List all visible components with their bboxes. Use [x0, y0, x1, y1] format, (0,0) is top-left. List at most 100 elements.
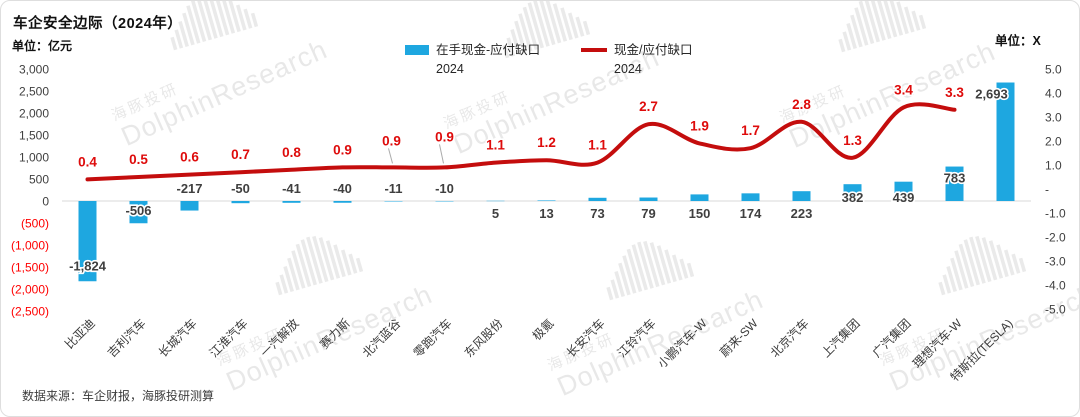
bar-value-label: -10	[435, 181, 454, 196]
bar-value-label: 5	[492, 206, 499, 221]
bar-value-label: 13	[539, 206, 553, 221]
y-axis-tick-right: -4.0	[1045, 279, 1066, 293]
watermark-bar	[888, 1, 904, 36]
legend-item-line-series: 现金/应付缺口 2024	[581, 41, 692, 80]
watermark-bar	[325, 240, 341, 279]
x-axis-label: 北汽蓝谷	[359, 316, 404, 361]
line-value-label: 1.9	[690, 118, 709, 133]
watermark-bar	[896, 1, 909, 35]
y-axis-tick-left: 2,000	[19, 107, 49, 121]
line-value-label: 1.1	[486, 138, 505, 153]
bar-value-label: -50	[231, 181, 250, 196]
line-value-label: 0.8	[282, 145, 301, 160]
bar-value-label: 439	[893, 190, 915, 205]
bar	[231, 201, 250, 204]
data-source-note: 数据来源：车企财报，海豚投研测算	[22, 389, 215, 403]
bar	[894, 181, 913, 201]
y-axis-tick-left: 0	[42, 195, 49, 209]
line-value-label: 1.7	[741, 123, 760, 138]
watermark-bars-icon	[606, 240, 695, 301]
bar-value-label: 783	[944, 171, 966, 186]
line-value-label: 3.3	[945, 85, 964, 100]
watermark-bar	[938, 281, 946, 296]
watermark-bars-icon	[170, 1, 259, 51]
bar-value-label: 223	[791, 206, 813, 221]
watermark-bar	[514, 20, 527, 54]
watermark-bar	[958, 243, 975, 288]
left-axis-unit-label: 单位：亿元	[12, 39, 73, 53]
watermark-bar	[348, 253, 358, 274]
legend-line-label: 现金/应付缺口	[614, 43, 693, 57]
watermark-bar	[643, 240, 660, 288]
watermark-bar	[881, 1, 898, 38]
watermark-bar	[946, 266, 957, 292]
watermark-bar	[312, 235, 329, 283]
watermark-bar	[842, 31, 852, 51]
watermark-bar	[575, 16, 585, 37]
x-axis-label: 长安汽车	[563, 316, 608, 361]
watermark-bar	[963, 239, 981, 286]
bar	[129, 201, 148, 224]
watermark-bars-icon	[838, 1, 927, 53]
watermark-bar	[552, 3, 568, 42]
y-axis-tick-right: -1.0	[1045, 207, 1066, 221]
y-axis-tick-left: (2,000)	[11, 283, 49, 297]
bar-value-label: 174	[740, 206, 762, 221]
x-axis-label: 极氪	[529, 316, 557, 344]
x-axis-label: 江铃汽车	[614, 316, 659, 361]
watermark-bar	[631, 244, 649, 291]
line-value-label: 2.8	[792, 97, 811, 112]
watermark-bar	[291, 250, 306, 289]
y-axis-tick-left: (1,500)	[11, 261, 49, 275]
bar-value-label: 150	[689, 206, 711, 221]
watermark-bar	[637, 241, 654, 289]
bar	[945, 166, 964, 201]
x-axis-label: 广汽集团	[869, 316, 914, 361]
line-value-label: 1.3	[843, 133, 862, 148]
bar-value-label: -506	[125, 203, 151, 218]
y-axis-tick-right: 2.0	[1045, 135, 1062, 149]
x-axis-label: 江淮汽车	[206, 316, 251, 361]
watermark-bar	[1018, 257, 1027, 273]
watermark-bar	[518, 13, 533, 52]
watermark-bar	[969, 236, 986, 284]
watermark-bar	[174, 29, 184, 49]
watermark-bar	[195, 1, 213, 41]
watermark-bar	[622, 255, 637, 294]
x-axis-label: 赛力斯	[317, 316, 353, 352]
watermark-bar	[846, 23, 857, 49]
bar-series-swatch	[405, 45, 429, 55]
watermark-bar	[950, 257, 963, 291]
watermark-bar	[850, 14, 863, 48]
bar-value-label: -11	[384, 181, 402, 196]
watermark-bar	[178, 21, 189, 47]
bar	[996, 82, 1015, 201]
watermark-bar	[287, 257, 300, 291]
watermark-bar	[679, 258, 689, 279]
line-value-label: 0.6	[180, 150, 199, 165]
watermark-bar	[340, 249, 352, 276]
y-axis-tick-right: 5.0	[1045, 63, 1062, 77]
bar-value-label: 382	[842, 190, 864, 205]
bar	[180, 201, 199, 211]
y-axis-tick-right: 4.0	[1045, 87, 1062, 101]
x-axis-label: 北京汽车	[767, 316, 812, 361]
watermark-bar	[300, 239, 318, 286]
x-axis-label: 理想汽车-W	[909, 315, 965, 371]
watermark-bar	[243, 8, 253, 29]
bar	[78, 201, 97, 282]
bar	[639, 197, 658, 201]
bar	[690, 194, 709, 201]
bar-value-label: 79	[641, 206, 655, 221]
line-value-label: 0.5	[129, 152, 148, 167]
watermark-bar	[510, 29, 521, 55]
watermark-bar	[686, 262, 695, 278]
bar-value-label: 73	[590, 206, 604, 221]
y-axis-tick-right: -2.0	[1045, 231, 1066, 245]
x-axis-label: 东风股份	[462, 316, 506, 360]
x-axis-label: 比亚迪	[62, 316, 97, 351]
watermark-bar	[618, 262, 631, 296]
y-axis-tick-left: (2,500)	[11, 305, 49, 319]
bar-value-label: -41	[282, 181, 301, 196]
watermark-bar	[918, 14, 927, 30]
